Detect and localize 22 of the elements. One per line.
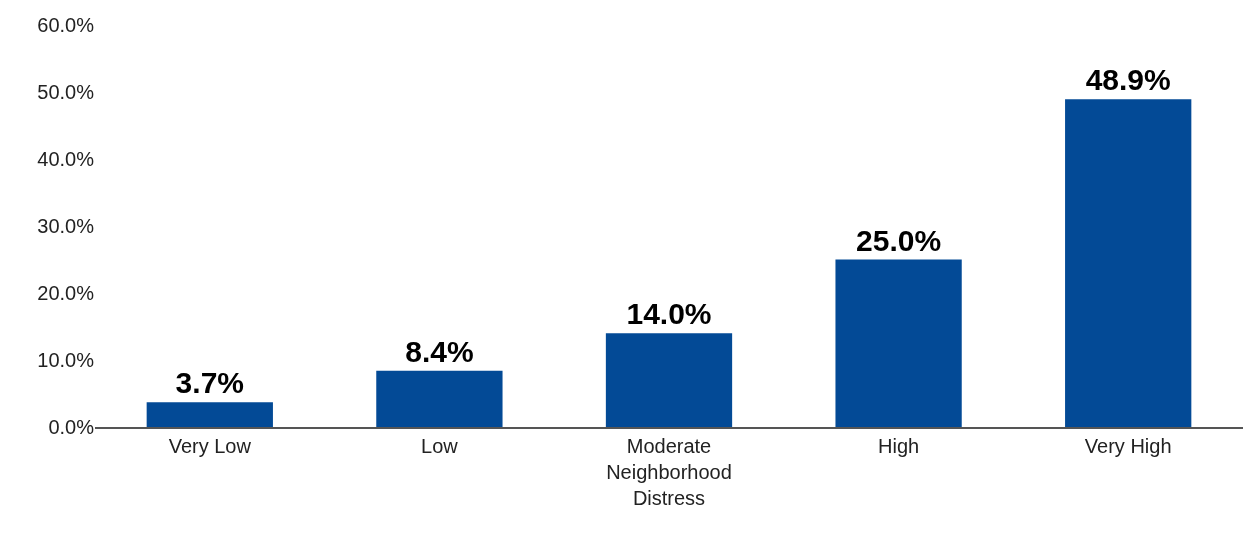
bar: [146, 402, 273, 427]
x-tick-label: Low: [421, 434, 459, 457]
y-tick-label: 20.0%: [37, 282, 95, 304]
y-tick-label: 0.0%: [48, 416, 95, 438]
bar: [605, 333, 733, 427]
y-tick-label: 30.0%: [37, 215, 95, 237]
y-tick-label: 10.0%: [37, 349, 95, 371]
data-label: 14.0%: [626, 297, 712, 331]
x-tick-label: Moderate Neighborhood Distress: [606, 434, 732, 509]
y-tick-label: 60.0%: [37, 14, 95, 36]
x-tick-label: Very Low: [168, 434, 252, 457]
data-label: 3.7%: [175, 366, 244, 400]
y-tick-label: 40.0%: [37, 148, 95, 170]
data-label: 8.4%: [405, 334, 474, 368]
data-label: 25.0%: [856, 223, 942, 257]
data-label: 48.9%: [1085, 63, 1171, 97]
bar: [1065, 99, 1192, 427]
x-tick-label: Very High: [1084, 434, 1172, 457]
bar: [835, 259, 962, 427]
x-tick-label: High: [878, 434, 920, 457]
bar: [376, 370, 503, 427]
y-tick-label: 50.0%: [37, 81, 95, 103]
